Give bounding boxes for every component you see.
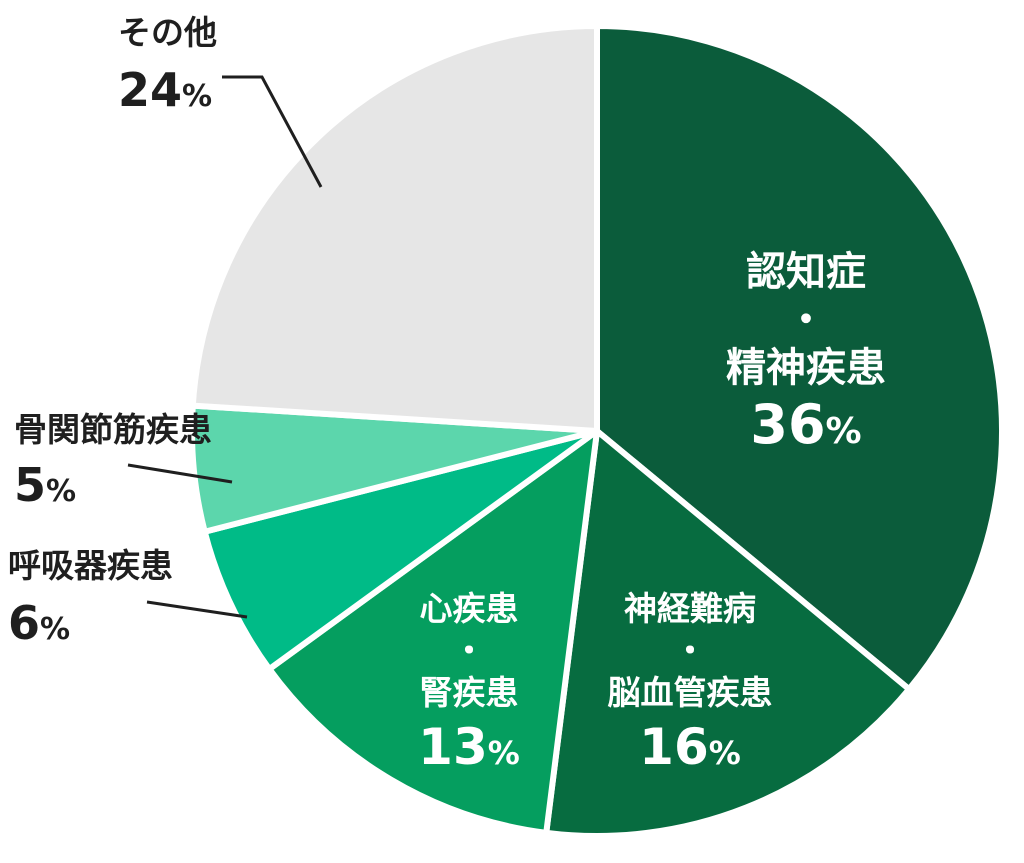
slice-value-number-2: 13 xyxy=(418,718,488,776)
slice-label-1-line-2: 脳血管疾患 xyxy=(608,673,773,712)
pie-slices xyxy=(189,23,1005,839)
slice-value-suffix-2: % xyxy=(488,734,520,772)
slice-label-3-line-0: 呼吸器疾患 xyxy=(8,546,173,585)
slice-value-suffix-3: % xyxy=(40,612,70,647)
leader-line-5 xyxy=(222,75,323,188)
slice-value-2: 13% xyxy=(418,718,520,776)
slice-value-1: 16% xyxy=(639,718,741,776)
pie-slice-3 xyxy=(201,428,600,673)
slice-label-5-line-0: その他 xyxy=(118,13,217,52)
leader-line-3 xyxy=(146,600,248,619)
pie-slice-5 xyxy=(189,23,600,434)
slice-label-1-line-0: 神経難病 xyxy=(624,589,756,628)
slice-labels: 認知症・精神疾患36%神経難病・脳血管疾患16%心疾患・腎疾患13%呼吸器疾患6… xyxy=(8,13,886,776)
slice-label-2-line-0: 心疾患 xyxy=(420,589,519,628)
slice-value-number-5: 24 xyxy=(118,63,182,117)
slice-value-4: 5% xyxy=(14,458,76,512)
slice-label-2-line-2: 腎疾患 xyxy=(420,673,519,712)
slice-label-1-line-1: ・ xyxy=(674,631,707,670)
pie-slice-0 xyxy=(594,23,1005,693)
pie-slice-1 xyxy=(543,428,913,839)
slice-value-number-3: 6 xyxy=(8,596,40,650)
slice-label-4-line-0: 骨関節筋疾患 xyxy=(14,410,212,449)
slice-value-0: 36% xyxy=(750,393,861,456)
slice-value-suffix-4: % xyxy=(46,474,76,509)
pie-slice-2 xyxy=(266,428,600,836)
slice-value-number-0: 36 xyxy=(750,393,825,456)
slice-label-0-line-1: ・ xyxy=(786,297,826,343)
slice-value-3: 6% xyxy=(8,596,70,650)
slice-value-suffix-1: % xyxy=(709,734,741,772)
slice-value-number-4: 5 xyxy=(14,458,46,512)
slice-label-0-line-0: 認知症 xyxy=(746,249,866,295)
slice-value-5: 24% xyxy=(118,63,212,117)
slice-value-suffix-0: % xyxy=(826,411,862,452)
leader-lines xyxy=(127,75,323,619)
slice-label-2-line-1: ・ xyxy=(453,631,486,670)
slice-value-suffix-5: % xyxy=(182,79,212,114)
leader-line-4 xyxy=(127,463,233,484)
slice-value-number-1: 16 xyxy=(639,718,709,776)
slice-label-0-line-2: 精神疾患 xyxy=(726,345,886,391)
